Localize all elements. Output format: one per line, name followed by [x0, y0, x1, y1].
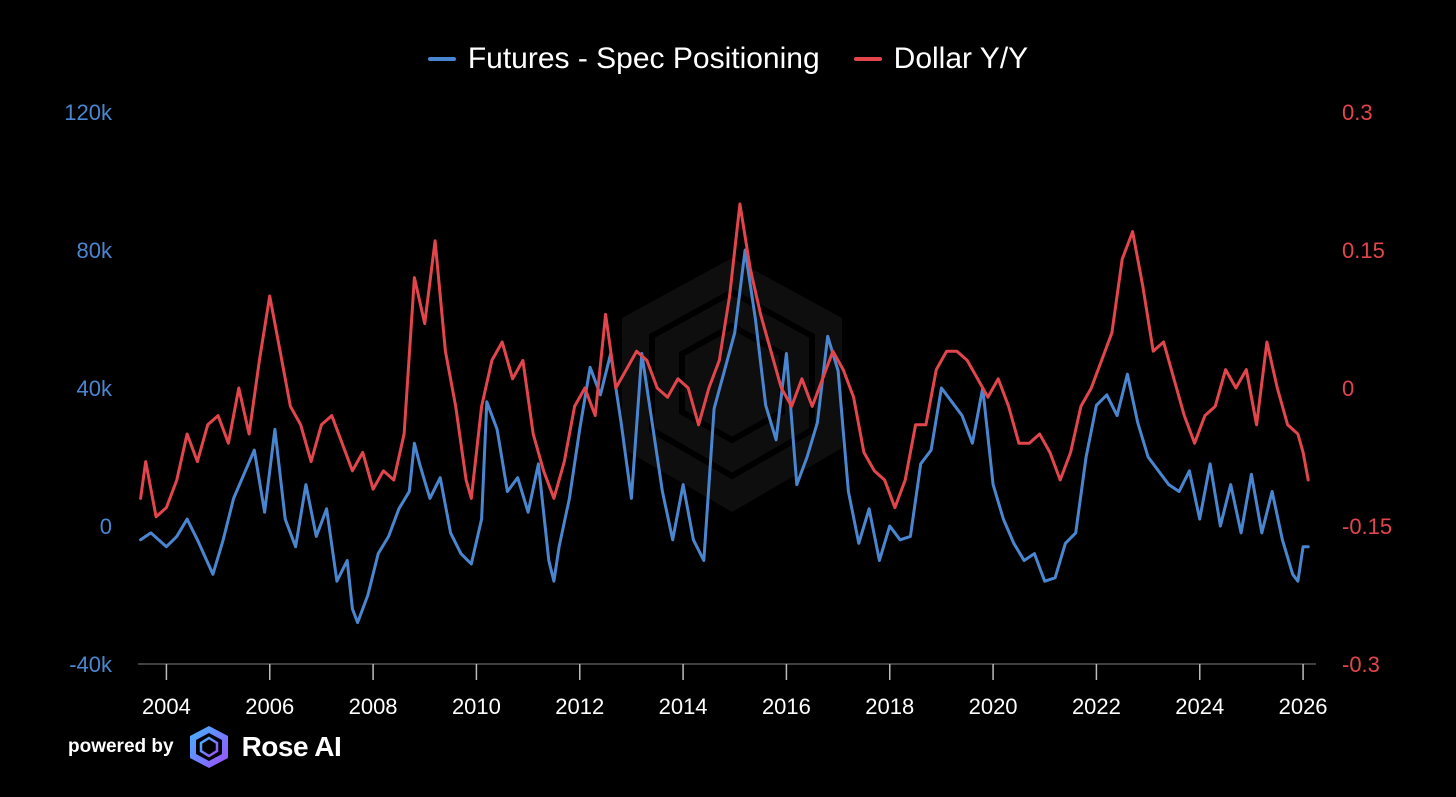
powered-by-text: powered by — [68, 736, 174, 757]
legend: Futures - Spec Positioning Dollar Y/Y — [0, 42, 1456, 76]
x-tick-label: 2008 — [349, 694, 398, 719]
x-tick-label: 2020 — [969, 694, 1018, 719]
x-tick-label: 2006 — [245, 694, 294, 719]
series-layer — [139, 202, 1310, 625]
right-tick-label: 0.3 — [1342, 100, 1373, 125]
x-axis: 2004 2006 2008 2010 2012 2014 2016 2018 2020 2022… — [142, 664, 1328, 719]
x-tick-label: 2014 — [659, 694, 708, 719]
right-tick-label: -0.3 — [1342, 652, 1380, 677]
left-tick-label: 120k — [64, 100, 113, 125]
footer: powered by Rose AI — [68, 724, 342, 770]
legend-label-dollar: Dollar Y/Y — [893, 42, 1029, 75]
right-axis: 0.3 0.15 0 -0.15 -0.3 — [1342, 100, 1392, 677]
series-line-futures — [139, 248, 1310, 625]
legend-swatch-dollar — [853, 57, 882, 61]
x-tick-label: 2016 — [762, 694, 811, 719]
left-tick-label: 80k — [77, 238, 113, 263]
x-tick-label: 2010 — [452, 694, 501, 719]
x-tick-label: 2024 — [1175, 694, 1224, 719]
left-axis: 120k 80k 40k 0 -40k — [64, 100, 113, 677]
legend-item-dollar[interactable]: Dollar Y/Y — [853, 42, 1029, 76]
rose-ai-logo-icon — [189, 726, 228, 768]
x-tick-label: 2026 — [1279, 694, 1328, 719]
series-line-dollar — [139, 202, 1310, 519]
left-tick-label: 0 — [100, 514, 112, 539]
legend-label-futures: Futures - Spec Positioning — [467, 42, 820, 75]
left-tick-label: -40k — [69, 652, 113, 677]
x-tick-label: 2004 — [142, 694, 191, 719]
watermark-logo — [622, 258, 842, 512]
right-tick-label: -0.15 — [1342, 514, 1392, 539]
x-tick-label: 2012 — [555, 694, 604, 719]
x-tick-label: 2022 — [1072, 694, 1121, 719]
left-tick-label: 40k — [77, 376, 113, 401]
right-tick-label: 0 — [1342, 376, 1354, 401]
legend-swatch-futures — [427, 57, 456, 61]
brand-name: Rose AI — [241, 731, 342, 762]
x-tick-label: 2018 — [865, 694, 914, 719]
right-tick-label: 0.15 — [1342, 238, 1385, 263]
legend-item-futures[interactable]: Futures - Spec Positioning — [427, 42, 820, 76]
